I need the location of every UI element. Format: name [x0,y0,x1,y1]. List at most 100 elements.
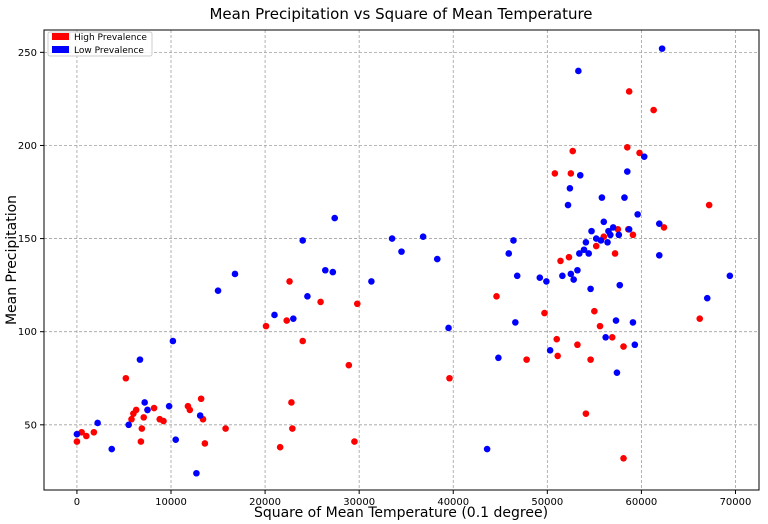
data-point [580,246,588,254]
data-point [636,149,643,157]
data-point [650,106,657,114]
legend-box [47,31,153,57]
data-point [609,224,617,231]
data-point [576,171,584,179]
x-tick-label: 50000 [531,497,563,508]
data-point [620,455,627,462]
data-point [621,194,628,201]
data-point [523,356,530,363]
x-tick-label: 40000 [437,497,469,508]
data-point [299,337,307,345]
data-point [705,201,713,209]
data-point [565,253,573,261]
grid-lines [44,30,759,490]
data-point [559,272,566,280]
data-point [289,425,296,432]
x-axis-label: Square of Mean Temperature (0.1 degree) [254,505,548,521]
data-point [585,250,593,257]
data-point [276,443,284,451]
data-point [512,319,519,326]
data-point [317,298,324,306]
x-tick-label: 30000 [343,497,375,508]
data-point [625,88,633,95]
data-point [660,224,668,231]
data-point [169,337,177,345]
data-point [186,406,194,414]
data-point [574,266,581,274]
data-point [567,270,575,278]
data-point [290,315,297,322]
data-point [541,309,548,317]
data-point [286,278,293,285]
data-point [726,272,734,280]
data-point [214,287,222,295]
data-point [283,317,291,324]
data-point [193,469,200,477]
data-point [566,184,574,192]
data-point [655,252,663,259]
data-point [353,300,361,308]
data-point [551,170,559,177]
data-point [546,347,554,354]
data-point [329,268,337,276]
data-point [493,293,500,300]
data-point [588,227,595,235]
data-point [321,266,329,274]
data-point [398,248,405,255]
data-point [696,315,704,322]
data-point [122,374,130,382]
data-point [304,293,311,300]
data-point [536,274,544,281]
data-point [345,361,353,369]
data-point [144,406,151,414]
data-point [83,432,90,440]
data-point [388,235,396,242]
data-point [612,317,620,324]
data-point [288,399,295,406]
x-tick-label: 0 [74,497,80,508]
data-point [600,218,608,226]
y-tick-label: 250 [18,48,37,59]
data-point [575,67,582,75]
data-point [140,414,148,421]
data-point [138,425,146,432]
legend-label-high: High Prevalence [74,33,147,43]
data-point [510,237,517,244]
data-point [299,237,307,244]
data-point [576,250,583,257]
data-point [629,319,637,326]
data-point [132,406,140,414]
data-point [160,417,167,425]
y-axis-label: Mean Precipitation [4,195,20,325]
data-point [557,257,564,265]
data-point [596,322,604,330]
data-point [136,356,144,363]
data-point [483,445,491,453]
data-point [567,170,575,177]
data-point [658,45,666,52]
data-point [150,404,158,412]
data-point [222,425,229,432]
data-point [108,445,116,453]
data-point [201,440,209,447]
data-point [197,395,205,403]
data-point [592,242,600,250]
data-point [582,410,590,417]
data-point [611,250,619,257]
data-point [602,333,609,341]
x-tick-label: 10000 [155,497,187,508]
data-point [634,211,641,218]
data-point [553,335,561,343]
data-point [137,438,145,445]
data-point [495,354,502,362]
data-point [655,220,663,227]
y-axis-ticks: 50 100 150 200 250 [18,48,44,431]
data-point [631,341,639,349]
data-point [125,421,132,429]
data-point [620,343,627,350]
data-point [165,402,173,410]
data-point [262,322,270,330]
data-point [597,237,605,244]
data-point [587,285,594,293]
